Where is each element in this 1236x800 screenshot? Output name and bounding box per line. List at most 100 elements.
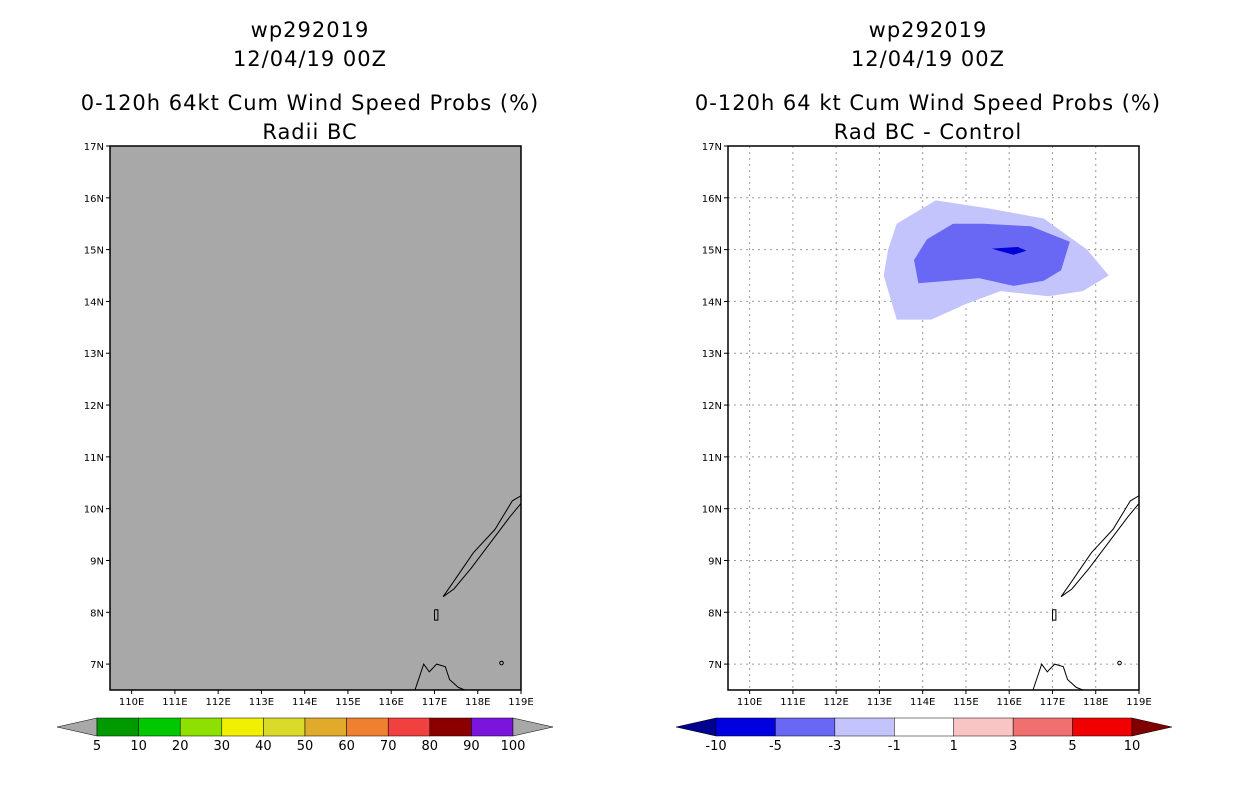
left-lon-tick-label: 111E bbox=[162, 697, 187, 708]
left-colorbar-label: 90 bbox=[463, 739, 480, 754]
left-coastline-2 bbox=[414, 663, 465, 691]
left-colorbar-swatch bbox=[429, 717, 472, 737]
right-colorbar-label: 3 bbox=[1009, 739, 1017, 754]
left-colorbar-high-arrow bbox=[512, 717, 554, 737]
right-colorbar-low-arrow bbox=[675, 717, 717, 737]
left-colorbar-swatch bbox=[138, 717, 181, 737]
left-plot-frame bbox=[109, 145, 522, 691]
right-colorbar-label: 1 bbox=[950, 739, 958, 754]
right-colorbar-swatch bbox=[775, 717, 836, 737]
left-colorbar-swatch bbox=[471, 717, 514, 737]
left-date: 12/04/19 00Z bbox=[232, 47, 388, 71]
right-coastline-1 bbox=[1052, 609, 1057, 621]
left-lat-tick-label: 8N bbox=[90, 608, 104, 619]
left-lat-tick-label: 15N bbox=[84, 246, 104, 257]
right-contour-1 bbox=[914, 223, 1070, 286]
right-chart-subtitle: Rad BC - Control bbox=[833, 120, 1023, 144]
right-lat-tick-label: 17N bbox=[702, 142, 722, 153]
right-lat-tick-label: 15N bbox=[702, 246, 722, 257]
right-colorbar-label: 5 bbox=[1068, 739, 1076, 754]
left-colorbar-label: 20 bbox=[172, 739, 189, 754]
left-colorbar-swatch bbox=[346, 717, 389, 737]
right-lat-tick-label: 13N bbox=[702, 349, 722, 360]
left-chart-subtitle: Radii BC bbox=[262, 120, 358, 144]
left-lon-tick-label: 113E bbox=[249, 697, 274, 708]
right-lat-tick-label: 7N bbox=[708, 660, 722, 671]
left-lon-tick-label: 115E bbox=[335, 697, 360, 708]
right-colorbar-swatch bbox=[953, 717, 1014, 737]
right-lon-tick-label: 119E bbox=[1126, 697, 1151, 708]
left-lat-tick-label: 12N bbox=[84, 401, 104, 412]
left-colorbar-label: 10 bbox=[130, 739, 147, 754]
right-lat-tick-label: 16N bbox=[702, 194, 722, 205]
left-lat-tick-label: 11N bbox=[84, 453, 104, 464]
right-colorbar-swatch bbox=[894, 717, 954, 737]
right-colorbar-label: -5 bbox=[769, 739, 782, 754]
left-lon-tick-label: 114E bbox=[292, 697, 317, 708]
right-lon-tick-label: 115E bbox=[953, 697, 978, 708]
right-lon-tick-label: 111E bbox=[780, 697, 805, 708]
left-storm-id: wp292019 bbox=[250, 18, 370, 42]
left-colorbar-label: 40 bbox=[255, 739, 272, 754]
left-colorbar-swatch bbox=[304, 717, 347, 737]
left-lon-tick-label: 119E bbox=[508, 697, 533, 708]
right-colorbar-swatch bbox=[715, 717, 776, 737]
left-colorbar-swatch bbox=[221, 717, 264, 737]
left-colorbar-label: 5 bbox=[93, 739, 101, 754]
right-colorbar-label: -3 bbox=[828, 739, 841, 754]
right-colorbar-label: -1 bbox=[888, 739, 901, 754]
left-colorbar-swatch bbox=[263, 717, 306, 737]
right-lat-tick-label: 12N bbox=[702, 401, 722, 412]
right-storm-id: wp292019 bbox=[868, 18, 988, 42]
left-lat-tick-label: 9N bbox=[90, 556, 104, 567]
right-coastline-2 bbox=[1032, 663, 1083, 691]
right-lat-tick-label: 10N bbox=[702, 505, 722, 516]
left-colorbar-swatch bbox=[387, 717, 431, 737]
left-colorbar-swatch bbox=[96, 717, 139, 737]
right-lon-tick-label: 117E bbox=[1040, 697, 1065, 708]
left-lat-tick-label: 13N bbox=[84, 349, 104, 360]
left-colorbar-label: 30 bbox=[214, 739, 231, 754]
left-island bbox=[499, 660, 504, 666]
left-lat-tick-label: 7N bbox=[90, 660, 104, 671]
left-lon-tick-label: 117E bbox=[422, 697, 447, 708]
left-colorbar-label: 50 bbox=[297, 739, 314, 754]
right-lat-tick-label: 8N bbox=[708, 608, 722, 619]
right-island bbox=[1117, 660, 1122, 666]
left-plot-area bbox=[110, 146, 521, 690]
right-colorbar-label: 10 bbox=[1124, 739, 1141, 754]
left-lon-tick-label: 110E bbox=[119, 697, 144, 708]
left-lat-tick-label: 14N bbox=[84, 297, 104, 308]
right-colorbar-swatch bbox=[1012, 717, 1073, 737]
right-lon-tick-label: 114E bbox=[910, 697, 935, 708]
left-chart-title: 0-120h 64kt Cum Wind Speed Probs (%) bbox=[80, 91, 540, 115]
left-lon-tick-label: 118E bbox=[465, 697, 490, 708]
right-lat-tick-label: 9N bbox=[708, 556, 722, 567]
right-colorbar-swatch bbox=[834, 717, 895, 737]
left-colorbar-swatch bbox=[179, 717, 223, 737]
left-lat-tick-label: 16N bbox=[84, 194, 104, 205]
left-colorbar-low-arrow bbox=[56, 717, 98, 737]
right-lon-tick-label: 112E bbox=[823, 697, 848, 708]
right-date: 12/04/19 00Z bbox=[850, 47, 1006, 71]
right-lon-tick-label: 110E bbox=[737, 697, 762, 708]
left-colorbar-label: 100 bbox=[501, 739, 526, 754]
left-colorbar-label: 80 bbox=[422, 739, 439, 754]
left-coastline-1 bbox=[434, 609, 439, 621]
left-lat-tick-label: 17N bbox=[84, 142, 104, 153]
left-lat-tick-label: 10N bbox=[84, 505, 104, 516]
left-lon-tick-label: 112E bbox=[205, 697, 230, 708]
left-colorbar-label: 70 bbox=[380, 739, 397, 754]
right-colorbar-label: -10 bbox=[705, 739, 726, 754]
right-lon-tick-label: 116E bbox=[997, 697, 1022, 708]
left-lon-tick-label: 116E bbox=[379, 697, 404, 708]
left-colorbar-label: 60 bbox=[338, 739, 355, 754]
right-colorbar-swatch bbox=[1072, 717, 1133, 737]
right-lat-tick-label: 11N bbox=[702, 453, 722, 464]
right-lon-tick-label: 113E bbox=[867, 697, 892, 708]
right-contour-2 bbox=[991, 247, 1027, 255]
right-colorbar-high-arrow bbox=[1131, 717, 1173, 737]
right-lat-tick-label: 14N bbox=[702, 297, 722, 308]
right-plot-frame bbox=[727, 145, 1140, 691]
